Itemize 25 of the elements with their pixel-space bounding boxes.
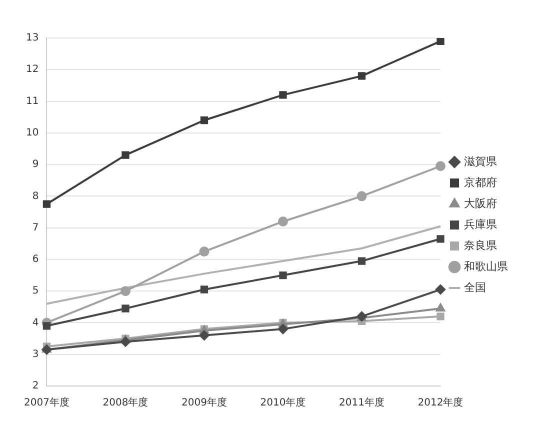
- x-tick-label: 2008年度: [102, 396, 148, 409]
- x-tick-label: 2012年度: [418, 396, 464, 409]
- legend-label: 兵庫県: [464, 218, 497, 231]
- x-tick-label: 2009年度: [182, 396, 227, 409]
- x-tick-label: 2011年度: [339, 396, 384, 409]
- y-tick-label: 8: [32, 190, 39, 202]
- legend-label: 奈良県: [464, 238, 497, 252]
- y-tick-label: 3: [32, 348, 39, 360]
- x-tick-label: 2010年度: [260, 396, 306, 409]
- y-tick-label: 12: [26, 64, 39, 76]
- y-tick-label: 2: [32, 380, 39, 392]
- y-tick-label: 13: [26, 32, 39, 44]
- y-tick-label: 11: [26, 96, 39, 107]
- legend-label: 大阪府: [464, 196, 497, 210]
- y-tick-label: 7: [32, 222, 39, 234]
- y-tick-label: 5: [32, 286, 39, 297]
- y-tick-label: 6: [32, 254, 39, 266]
- y-tick-label: 9: [32, 159, 39, 170]
- legend-label: 和歌山県: [464, 260, 508, 273]
- legend-label: 京都府: [464, 176, 497, 189]
- x-tick-label: 2007年度: [24, 396, 70, 409]
- legend-label: 滋賀県: [464, 154, 497, 168]
- y-tick-label: 4: [32, 317, 39, 328]
- y-tick-label: 10: [26, 128, 39, 139]
- legend-label: 全国: [464, 280, 486, 294]
